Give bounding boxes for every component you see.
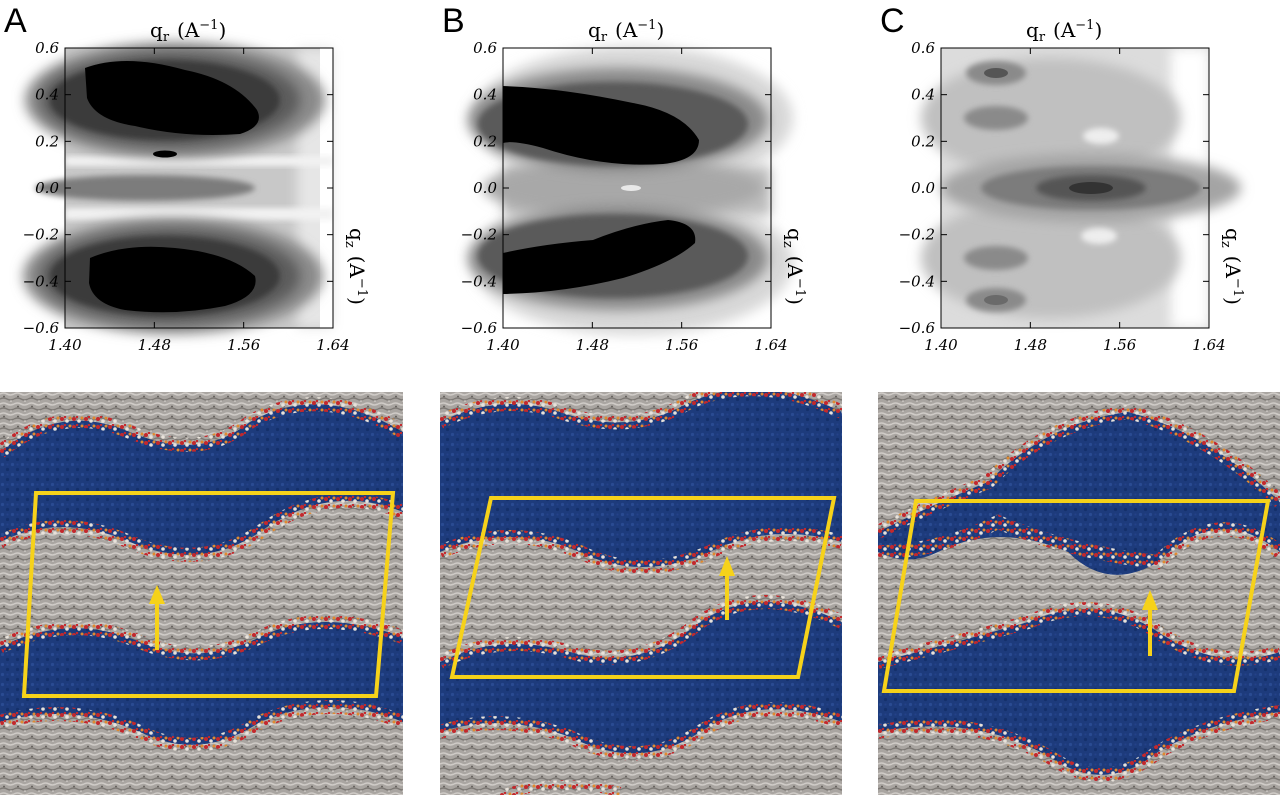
y-tick-label-a: −0.4 (23, 272, 59, 290)
contour-field-c (921, 48, 1241, 328)
qz-axis-label-a: qz(A−1) (342, 228, 369, 305)
qr-axis-label-b: qr (A−1) (588, 18, 664, 45)
x-tick-label-c: 1.40 (924, 336, 958, 354)
arrow-up-icon-a (149, 585, 165, 604)
panel-letter-a: A (4, 2, 27, 40)
y-tick-label-a: −0.6 (23, 319, 60, 337)
y-tick-label-b: 0.2 (473, 132, 497, 150)
x-tick-label-b: 1.64 (754, 336, 787, 354)
axis-ticks-a: 1.40 1.48 1.56 1.64 0.6 0.4 0.2 0.0 −0.2 −0.4 −0.6 (23, 39, 350, 354)
x-tick-label-a: 1.64 (316, 336, 349, 354)
y-tick-label-c: −0.2 (899, 226, 935, 244)
y-tick-label-b: 0.0 (473, 179, 497, 197)
y-tick-label-a: −0.2 (23, 226, 59, 244)
y-tick-label-c: −0.4 (899, 272, 935, 290)
contour-plot-b: 1.40 1.48 1.56 1.64 0.6 0.4 0.2 0.0 −0.2 −0.4 −0.6… (461, 18, 807, 354)
x-tick-label-c: 1.56 (1103, 336, 1137, 354)
y-tick-label-b: −0.4 (461, 272, 497, 290)
y-tick-label-c: 0.0 (911, 179, 935, 197)
x-tick-label-b: 1.40 (486, 336, 520, 354)
y-tick-label-b: −0.6 (461, 319, 498, 337)
arrow-up-icon-b (719, 556, 735, 576)
y-tick-label-b: −0.2 (461, 226, 497, 244)
panel-letter-c: C (880, 2, 905, 40)
x-tick-label-a: 1.40 (48, 336, 82, 354)
x-tick-label-a: 1.48 (138, 336, 171, 354)
y-tick-label-b: 0.4 (473, 86, 497, 104)
contour-field-a (23, 42, 333, 334)
unit-cell-box-c (881, 499, 1271, 693)
qz-axis-label-b: qz(A−1) (780, 228, 807, 305)
qz-axis-label-c: qz(A−1) (1218, 228, 1245, 305)
y-tick-label-c: 0.2 (911, 132, 935, 150)
simulation-snapshot-c (878, 392, 1280, 795)
simulation-snapshot-a (0, 392, 403, 795)
x-tick-label-b: 1.48 (576, 336, 609, 354)
y-tick-label-a: 0.2 (35, 132, 59, 150)
x-tick-label-a: 1.56 (227, 336, 261, 354)
axis-ticks-b: 1.40 1.48 1.56 1.64 0.6 0.4 0.2 0.0 −0.2 −0.4 −0.6 (461, 39, 788, 354)
y-tick-label-b: 0.6 (473, 39, 497, 57)
axis-ticks-c: 1.40 1.48 1.56 1.64 0.6 0.4 0.2 0.0 −0.2 −0.4 −0.6 (899, 39, 1226, 354)
contour-plot-c: 1.40 1.48 1.56 1.64 0.6 0.4 0.2 0.0 −0.2 −0.4 −0.6… (899, 18, 1245, 354)
contour-plot-a: 1.40 1.48 1.56 1.64 0.6 0.4 0.2 0.0 −0.2 −0.4 −0.6… (23, 18, 369, 354)
y-tick-label-c: 0.4 (911, 86, 935, 104)
simulation-snapshot-b (440, 392, 842, 795)
contour-field-b (468, 46, 793, 335)
y-tick-label-c: 0.6 (911, 39, 935, 57)
x-tick-label-c: 1.48 (1014, 336, 1047, 354)
unit-cell-box-a (21, 491, 396, 698)
qr-axis-label-c: qr (A−1) (1026, 18, 1102, 45)
y-tick-label-a: 0.0 (35, 179, 59, 197)
y-tick-label-a: 0.6 (35, 39, 59, 57)
y-tick-label-a: 0.4 (35, 86, 59, 104)
arrow-up-icon-c (1142, 590, 1158, 610)
x-tick-label-c: 1.64 (1192, 336, 1225, 354)
panel-letter-b: B (442, 2, 465, 40)
y-tick-label-c: −0.6 (899, 319, 936, 337)
qr-axis-label-a: qr (A−1) (150, 18, 226, 45)
x-tick-label-b: 1.56 (665, 336, 699, 354)
unit-cell-box-b (449, 496, 837, 679)
